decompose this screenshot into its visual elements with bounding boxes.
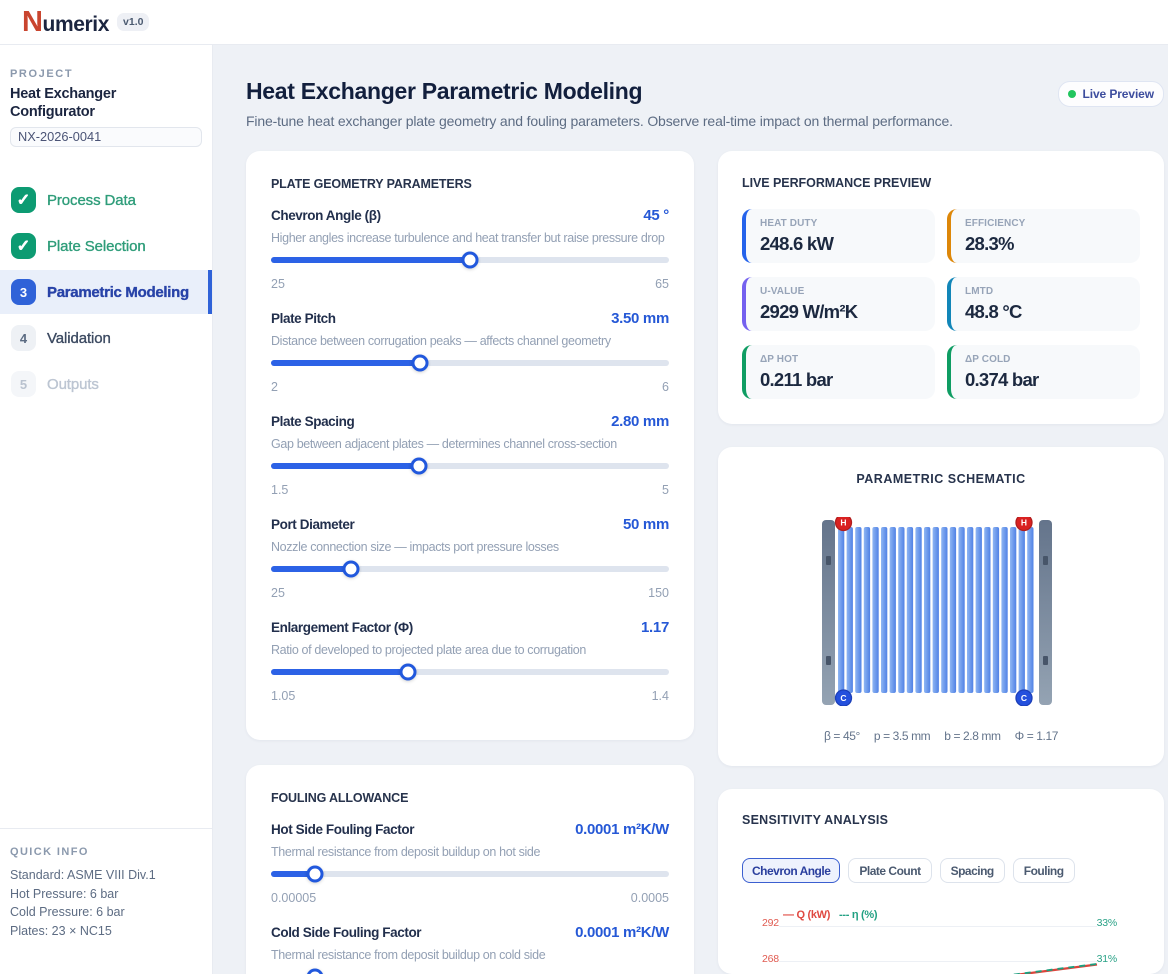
svg-text:H: H bbox=[1021, 518, 1027, 528]
svg-text:C: C bbox=[1021, 693, 1027, 703]
svg-text:C: C bbox=[840, 693, 846, 703]
svg-text:H: H bbox=[840, 518, 846, 528]
